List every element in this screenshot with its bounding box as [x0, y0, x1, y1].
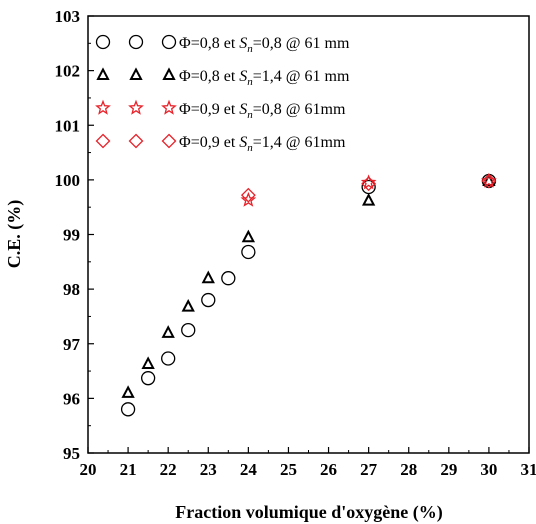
- y-tick-label: 100: [55, 171, 81, 190]
- x-axis: 20 21 22 23 24 25 26 27 28 29 30 31: [80, 447, 536, 479]
- series-2: [121, 173, 496, 398]
- data-point: [221, 271, 236, 286]
- legend-label: Φ=0,8 et Sn=1,4 @ 61 mm: [179, 68, 350, 88]
- y-tick-label: 103: [55, 7, 81, 26]
- legend: Φ=0,8 et Sn=0,8 @ 61 mm Φ=0,8 et Sn=1,4 @…: [95, 34, 350, 154]
- data-point: [360, 174, 377, 190]
- x-tick-label: 24: [240, 460, 258, 479]
- y-axis-title: C.E. (%): [4, 200, 25, 269]
- x-tick-label: 20: [80, 460, 97, 479]
- y-tick-label: 98: [63, 280, 80, 299]
- data-point: [361, 176, 377, 192]
- y-tick-label: 95: [63, 444, 80, 463]
- legend-label: Φ=0,9 et Sn=1,4 @ 61mm: [179, 134, 346, 154]
- legend-entry-2: Φ=0,8 et Sn=1,4 @ 61 mm: [96, 67, 350, 88]
- legend-circle-icon: [95, 34, 111, 50]
- data-point: [140, 371, 156, 386]
- data-point: [201, 270, 215, 284]
- legend-triangle-icon: [96, 67, 110, 80]
- x-tick-label: 22: [160, 460, 177, 479]
- legend-star-icon: [128, 99, 144, 115]
- data-point: [161, 325, 175, 338]
- x-tick-label: 23: [200, 460, 217, 479]
- data-point: [240, 191, 257, 207]
- data-point: [161, 351, 176, 366]
- y-tick-label: 102: [55, 62, 81, 81]
- legend-label: Φ=0,8 et Sn=0,8 @ 61 mm: [179, 35, 350, 55]
- data-point: [181, 322, 196, 338]
- data-point: [481, 173, 497, 189]
- legend-diamond-icon: [95, 133, 111, 149]
- legend-star-icon: [95, 99, 111, 115]
- y-tick-label: 96: [63, 389, 80, 408]
- series-layer: [120, 172, 497, 417]
- legend-entry-3: Φ=0,9 et Sn=0,8 @ 61mm: [95, 99, 346, 121]
- x-tick-label: 25: [280, 460, 297, 479]
- legend-diamond-icon: [161, 133, 177, 149]
- x-tick-label: 27: [360, 460, 378, 479]
- series-1: [120, 173, 497, 417]
- legend-triangle-icon: [162, 67, 176, 80]
- legend-entry-1: Φ=0,8 et Sn=0,8 @ 61 mm: [95, 34, 350, 55]
- data-point: [181, 298, 195, 312]
- x-tick-label: 28: [400, 460, 417, 479]
- data-point: [240, 187, 256, 203]
- y-tick-label: 101: [55, 116, 81, 135]
- data-point: [482, 173, 496, 186]
- data-point: [141, 356, 155, 369]
- x-tick-label: 30: [480, 460, 497, 479]
- y-tick-label: 97: [63, 335, 81, 354]
- x-tick-label: 21: [120, 460, 137, 479]
- data-point: [121, 385, 135, 398]
- legend-diamond-icon: [128, 133, 144, 149]
- x-tick-label: 26: [320, 460, 337, 479]
- data-point: [241, 244, 256, 260]
- x-tick-label: 29: [440, 460, 457, 479]
- x-tick-label: 31: [521, 460, 536, 479]
- y-axis: 95 96 97 98 99 100 101 102 103: [55, 7, 94, 463]
- legend-entry-4: Φ=0,9 et Sn=1,4 @ 61mm: [95, 133, 346, 154]
- data-point: [361, 192, 376, 206]
- series-4: [240, 173, 497, 203]
- legend-star-icon: [161, 99, 177, 115]
- legend-circle-icon: [161, 34, 177, 50]
- data-point: [201, 292, 216, 308]
- data-point: [120, 402, 136, 417]
- x-axis-title: Fraction volumique d'oxygène (%): [175, 502, 443, 523]
- y-tick-label: 99: [63, 226, 80, 245]
- legend-triangle-icon: [129, 67, 143, 80]
- legend-circle-icon: [128, 34, 144, 50]
- data-point: [241, 229, 256, 243]
- legend-label: Φ=0,9 et Sn=0,8 @ 61mm: [179, 101, 346, 121]
